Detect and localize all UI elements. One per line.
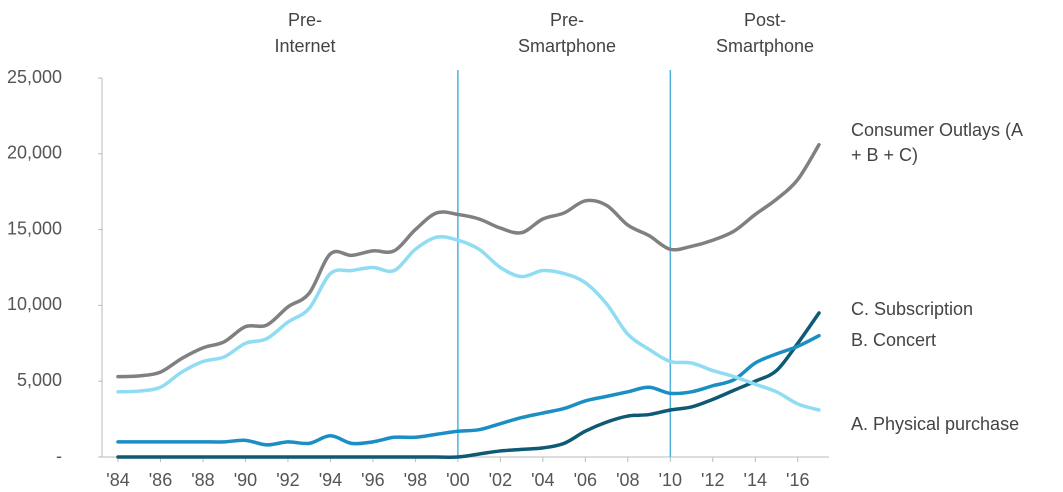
x-tick-label: '12	[701, 470, 724, 490]
x-tick-label: '16	[786, 470, 809, 490]
series-line	[116, 311, 821, 459]
x-tick-label: '02	[489, 470, 512, 490]
legend-label: B. Concert	[851, 330, 937, 350]
x-tick-label: '86	[149, 470, 172, 490]
y-tick-label: -	[56, 446, 62, 466]
x-tick-label: '88	[191, 470, 214, 490]
x-tick-label: '90	[234, 470, 257, 490]
series-line	[116, 234, 821, 412]
x-tick-label: '92	[276, 470, 299, 490]
x-tick-label: '08	[616, 470, 639, 490]
era-label: Smartphone	[715, 36, 815, 56]
y-tick-label: 15,000	[7, 218, 62, 238]
x-tick-label: '94	[319, 470, 342, 490]
x-tick-label: '98	[404, 470, 427, 490]
y-tick-label: 25,000	[7, 67, 62, 87]
legend-label: C. Subscription	[851, 299, 974, 319]
x-tick-label: '10	[659, 470, 682, 490]
x-tick-label: '96	[361, 470, 384, 490]
era-label: Post-	[743, 10, 786, 30]
series-line	[116, 333, 821, 447]
era-label: Internet	[274, 36, 336, 56]
era-label: Pre-	[549, 10, 584, 30]
era-label: Smartphone	[517, 36, 617, 56]
legend-label: A. Physical purchase	[851, 414, 1020, 434]
y-tick-label: 10,000	[7, 294, 62, 314]
x-tick-label: '00	[446, 470, 469, 490]
x-tick-label: '04	[531, 470, 554, 490]
x-tick-label: '14	[744, 470, 767, 490]
x-tick-label: '84	[106, 470, 129, 490]
x-tick-label: '06	[574, 470, 597, 490]
y-tick-label: 20,000	[7, 143, 62, 163]
series-line	[116, 142, 821, 379]
legend-label: Consumer Outlays (A + B + C)	[851, 120, 1023, 165]
y-tick-label: 5,000	[17, 370, 62, 390]
era-label: Pre-	[287, 10, 322, 30]
